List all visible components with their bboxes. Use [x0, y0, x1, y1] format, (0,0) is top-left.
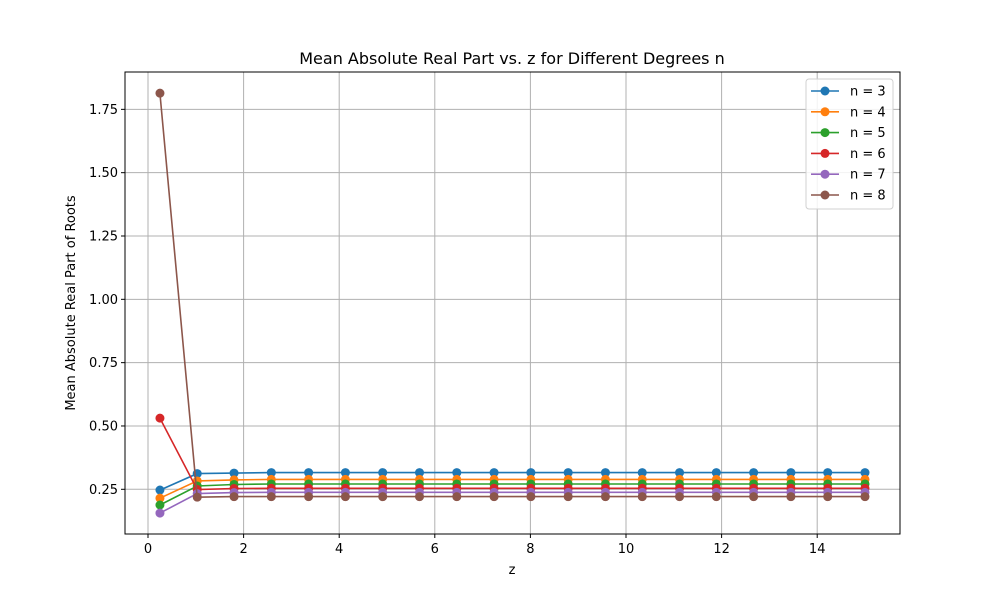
x-tick-label: 10 — [618, 542, 635, 557]
data-point-marker — [266, 468, 276, 478]
data-point-marker — [526, 468, 536, 478]
data-point-marker — [415, 468, 425, 478]
series-n-5 — [155, 479, 870, 510]
series-line — [159, 93, 865, 499]
x-tick-label: 0 — [144, 542, 152, 557]
series-line — [159, 478, 865, 499]
data-point-marker — [192, 492, 202, 502]
data-point-marker — [304, 468, 314, 478]
x-tick-label: 14 — [809, 542, 826, 557]
data-point-marker — [229, 492, 239, 502]
x-tick-label: 4 — [335, 542, 343, 557]
data-point-marker — [452, 468, 462, 478]
series-line — [159, 417, 865, 491]
legend-item: n = 8 — [811, 189, 886, 204]
legend-item: n = 7 — [811, 168, 886, 183]
y-tick-label: 1.25 — [89, 230, 118, 245]
data-point-marker — [452, 492, 462, 502]
data-point-marker — [155, 493, 165, 503]
data-point-marker — [489, 468, 499, 478]
x-tick-label: 8 — [526, 542, 534, 557]
data-point-marker — [786, 468, 796, 478]
data-point-marker — [749, 468, 759, 478]
data-point-marker — [860, 492, 870, 502]
legend-marker-icon — [820, 148, 830, 158]
data-point-marker — [711, 492, 721, 502]
data-point-marker — [823, 492, 833, 502]
series-line — [159, 471, 865, 491]
series-n-3 — [155, 468, 870, 495]
data-point-marker — [675, 492, 685, 502]
axes-frame — [124, 71, 901, 535]
data-point-marker — [675, 468, 685, 478]
y-tick-label: 1.50 — [89, 166, 118, 181]
data-point-marker — [155, 88, 165, 98]
data-point-marker — [378, 492, 388, 502]
x-tick-label: 2 — [239, 542, 247, 557]
data-point-marker — [600, 492, 610, 502]
data-point-marker — [378, 468, 388, 478]
y-tick-label: 0.50 — [89, 419, 118, 434]
series-n-7 — [155, 487, 870, 518]
legend-label: n = 8 — [850, 189, 886, 204]
legend-item: n = 3 — [811, 85, 886, 100]
legend-marker-icon — [820, 169, 830, 179]
legend-item: n = 4 — [811, 105, 886, 120]
data-point-marker — [786, 492, 796, 502]
data-point-marker — [304, 492, 314, 502]
data-point-marker — [526, 492, 536, 502]
series-n-8 — [155, 88, 870, 502]
legend-marker-icon — [820, 107, 830, 117]
data-point-marker — [340, 492, 350, 502]
data-point-marker — [155, 500, 165, 510]
data-point-marker — [637, 492, 647, 502]
y-tick-label: 0.25 — [89, 483, 118, 498]
data-point-marker — [860, 468, 870, 478]
legend: n = 3 n = 4 n = 5 n = 6 n = 7 n = 8 — [805, 78, 894, 210]
data-point-marker — [340, 468, 350, 478]
y-axis-label: Mean Absolute Real Part of Roots — [64, 195, 79, 411]
data-point-marker — [711, 468, 721, 478]
x-axis-label: z — [509, 563, 516, 578]
series-line — [159, 491, 865, 514]
legend-marker-icon — [820, 128, 830, 138]
legend-item: n = 5 — [811, 126, 886, 141]
data-point-marker — [415, 492, 425, 502]
legend-label: n = 6 — [850, 147, 886, 162]
data-point-marker — [266, 492, 276, 502]
y-tick-label: 0.75 — [89, 356, 118, 371]
legend-marker-icon — [820, 190, 830, 200]
data-point-marker — [637, 468, 647, 478]
data-point-marker — [823, 468, 833, 478]
data-point-marker — [563, 468, 573, 478]
series-layer — [155, 88, 870, 518]
grid-lines — [125, 72, 900, 534]
data-point-marker — [749, 492, 759, 502]
chart-title: Mean Absolute Real Part vs. z for Differ… — [299, 49, 725, 68]
legend-label: n = 7 — [850, 168, 886, 183]
legend-marker-icon — [820, 86, 830, 96]
legend-label: n = 4 — [850, 105, 886, 120]
y-tick-label: 1.00 — [89, 293, 118, 308]
x-tick-label: 6 — [431, 542, 439, 557]
data-point-marker — [155, 413, 165, 423]
data-point-marker — [600, 468, 610, 478]
legend-label: n = 3 — [850, 85, 886, 100]
legend-label: n = 5 — [850, 126, 886, 141]
x-tick-label: 12 — [713, 542, 730, 557]
x-axis-ticks: 0 2 4 6 8 10 12 14 — [144, 534, 826, 557]
y-axis-ticks: 0.25 0.50 0.75 1.00 1.25 1.50 1.75 — [89, 103, 125, 498]
y-tick-label: 1.75 — [89, 103, 118, 118]
series-line — [159, 483, 865, 506]
data-point-marker — [155, 485, 165, 495]
data-point-marker — [489, 492, 499, 502]
legend-item: n = 6 — [811, 147, 886, 162]
data-point-marker — [155, 508, 165, 518]
data-point-marker — [229, 468, 239, 478]
data-point-marker — [563, 492, 573, 502]
